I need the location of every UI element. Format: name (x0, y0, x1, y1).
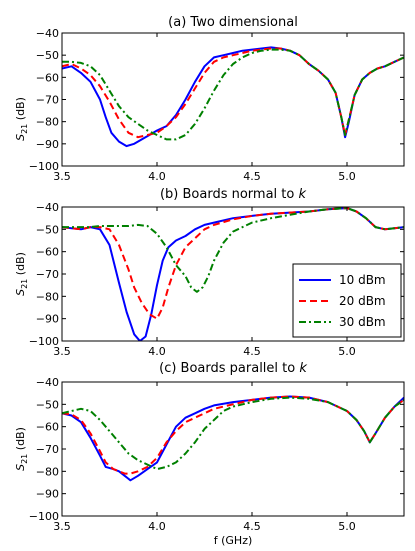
panel-b-ytick-label: −50 (36, 223, 59, 236)
panel-a-xtick-label: 5.0 (338, 170, 356, 183)
panel-c-xtick-label: 4.0 (148, 520, 166, 533)
panel-c-xtick-label: 4.5 (243, 520, 261, 533)
panel-c-title: (c) Boards parallel to k (159, 361, 307, 376)
panel-b-ytick-label: −100 (29, 335, 59, 348)
panel-a-series-30-dbm (62, 48, 404, 141)
panel-a-series-10-dbm (62, 46, 404, 148)
panel-a-ytick-label: −50 (36, 49, 59, 62)
panel-a-ytick-label: −40 (36, 27, 59, 40)
panel-a-ytick-label: −70 (36, 94, 59, 107)
panel-c-ytick-label: −50 (36, 398, 59, 411)
panel-c-ytick-label: −100 (29, 510, 59, 523)
panel-b-ylabel: S21 (dB) (14, 252, 29, 296)
panel-a-ytick-label: −90 (36, 138, 59, 151)
panel-a-title: (a) Two dimensional (168, 15, 298, 30)
panel-a-ylabel: S21 (dB) (14, 97, 29, 141)
panel-c-series-30-dbm (62, 396, 404, 471)
legend-label-30-dbm: 30 dBm (339, 315, 386, 329)
panel-c-ylabel: S21 (dB) (14, 427, 29, 471)
panel-c-ytick-label: −40 (36, 376, 59, 389)
panel-a-xtick-label: 3.5 (53, 170, 71, 183)
panel-b-legend: 10 dBm 20 dBm 30 dBm (292, 263, 402, 338)
panel-b-series-30-dbm (62, 207, 404, 293)
panel-c-ytick-label: −80 (36, 465, 59, 478)
panel-b-title: (b) Boards normal to k (160, 187, 307, 202)
panel-a-xtick-label: 4.0 (148, 170, 166, 183)
panel-b-ytick-label: −90 (36, 313, 59, 326)
panel-b-ytick-label: −40 (36, 201, 59, 214)
panel-b-ytick-label: −70 (36, 268, 59, 281)
panel-c-xtick-label: 3.5 (53, 520, 71, 533)
panel-b-xtick-label: 3.5 (53, 345, 71, 358)
legend-label-20-dbm: 20 dBm (339, 294, 386, 308)
x-axis-label: f (GHz) (214, 534, 253, 547)
panel-b-xtick-label: 4.0 (148, 345, 166, 358)
panel-a-series-20-dbm (62, 47, 404, 139)
panel-b-xtick-label: 5.0 (338, 345, 356, 358)
panel-c-series-10-dbm (62, 395, 404, 482)
panel-a-ytick-label: −60 (36, 71, 59, 84)
panel-c-ytick-label: −90 (36, 488, 59, 501)
panel-a-xtick-label: 4.5 (243, 170, 261, 183)
panel-c-ytick-label: −60 (36, 421, 59, 434)
panel-b-xtick-label: 4.5 (243, 345, 261, 358)
panel-a-ytick-label: −80 (36, 116, 59, 129)
panel-a: (a) Two dimensional S21 (dB) (14, 15, 298, 141)
panel-b-ytick-label: −80 (36, 290, 59, 303)
panel-b-ytick-label: −60 (36, 246, 59, 259)
panel-a-ytick-label: −100 (29, 160, 59, 173)
panel-c-ytick-label: −70 (36, 443, 59, 456)
panel-c: (c) Boards parallel to k S21 (dB) (14, 361, 307, 471)
panel-c-series-20-dbm (62, 395, 404, 475)
panel-b: (b) Boards normal to k S21 (dB) (14, 187, 306, 296)
panel-c-xtick-label: 5.0 (338, 520, 356, 533)
legend-label-10-dbm: 10 dBm (339, 273, 386, 287)
